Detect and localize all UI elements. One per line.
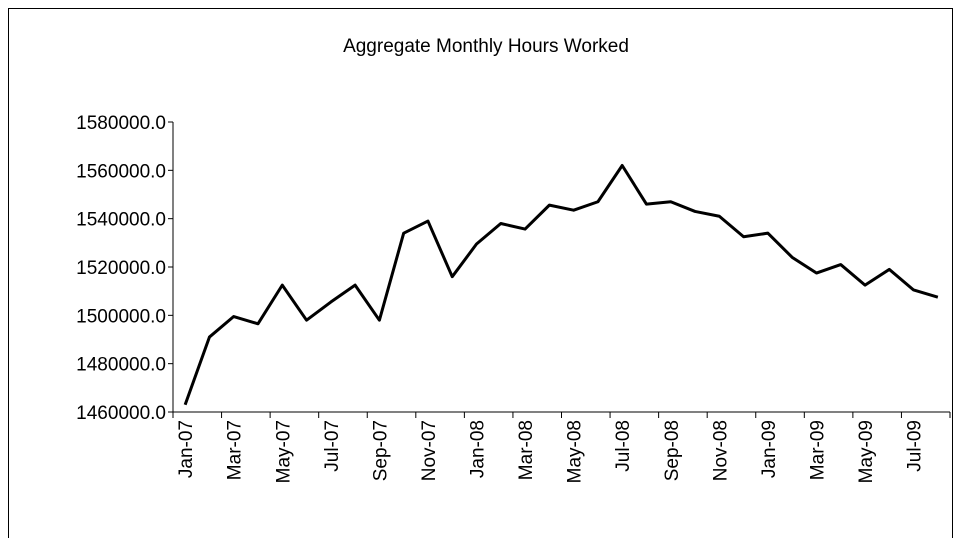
y-tick-label: 1580000.0 xyxy=(76,113,166,134)
x-tick-label: Nov-08 xyxy=(710,420,731,481)
x-tick-label: Jul-07 xyxy=(322,420,343,472)
x-tick-label: Jan-09 xyxy=(759,420,780,478)
chart-frame xyxy=(8,8,953,543)
data-line xyxy=(183,164,939,406)
y-tick-label: 1540000.0 xyxy=(76,210,166,231)
y-tick-label: 1460000.0 xyxy=(76,403,166,424)
x-tick-label: Jul-09 xyxy=(905,420,926,472)
y-tick-label: 1480000.0 xyxy=(76,355,166,376)
x-tick-label: May-09 xyxy=(856,420,877,483)
chart-title: Aggregate Monthly Hours Worked xyxy=(343,36,629,57)
x-tick-label: Mar-08 xyxy=(516,420,537,480)
x-tick-label: Mar-09 xyxy=(807,420,828,480)
x-tick-label: Jan-07 xyxy=(176,420,197,478)
x-tick-label: May-07 xyxy=(273,420,294,483)
x-tick-label: Jan-08 xyxy=(468,420,489,478)
x-tick-label: May-08 xyxy=(565,420,586,483)
y-tick-label: 1560000.0 xyxy=(76,161,166,182)
x-tick-label: Jul-08 xyxy=(613,420,634,472)
x-tick-label: Mar-07 xyxy=(225,420,246,480)
x-tick-label: Nov-07 xyxy=(419,420,440,481)
y-tick-label: 1500000.0 xyxy=(76,306,166,327)
y-tick-label: 1520000.0 xyxy=(76,258,166,279)
x-tick-label: Sep-08 xyxy=(662,420,683,481)
x-tick-label: Sep-07 xyxy=(370,420,391,481)
